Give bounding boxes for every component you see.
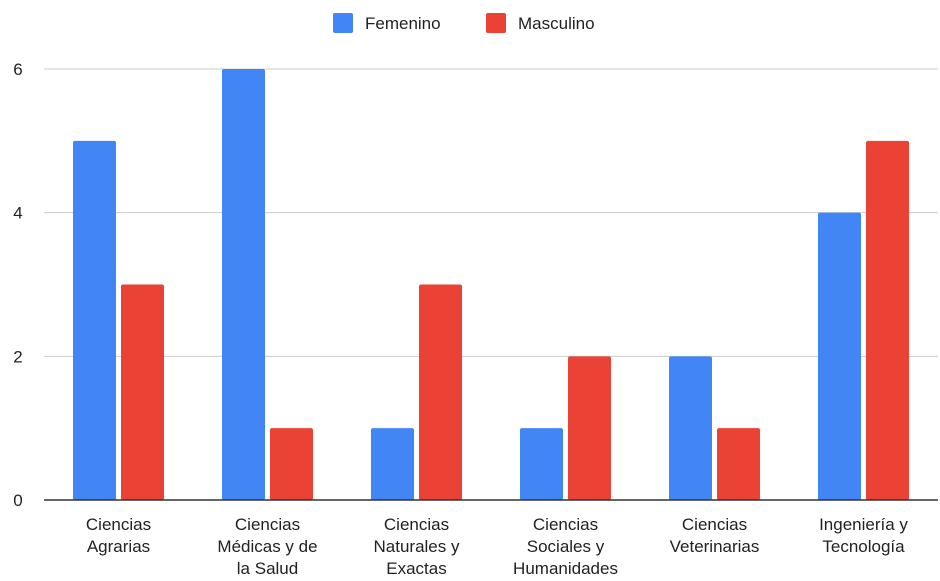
x-tick-label-line: Agrarias — [87, 537, 150, 556]
axes: 0 2 4 6 Ciencias Agrarias Ciencias Médicas y de… — [13, 60, 938, 578]
x-tick-label-line: Médicas y de — [217, 537, 317, 556]
x-tick-label-line: Exactas — [386, 559, 446, 578]
x-tick-label-line: Ciencias — [533, 515, 598, 534]
bar-masculino-4 — [717, 428, 760, 500]
bars — [73, 69, 909, 501]
bar-masculino-2 — [419, 284, 462, 500]
bar-masculino-0 — [121, 284, 164, 500]
x-tick-label-line: Ciencias — [682, 515, 747, 534]
bar-masculino-5 — [866, 140, 909, 501]
bar-femenino-4 — [669, 356, 712, 500]
y-tick-label: 4 — [13, 204, 22, 223]
x-tick-label: Ingeniería y Tecnología — [819, 515, 908, 556]
x-tick-label-line: la Salud — [237, 559, 298, 578]
legend: Femenino Masculino — [333, 13, 595, 33]
bar-femenino-0 — [73, 140, 116, 501]
x-tick-label-line: Ciencias — [235, 515, 300, 534]
gridlines — [44, 68, 938, 357]
x-tick-label: Ciencias Veterinarias — [670, 515, 760, 556]
x-tick-label-line: Ingeniería y — [819, 515, 908, 534]
x-tick-label-line: Ciencias — [384, 515, 449, 534]
bar-femenino-3 — [520, 428, 563, 500]
y-tick-label: 2 — [13, 347, 22, 366]
legend-label-masculino: Masculino — [518, 14, 595, 33]
y-tick-label: 6 — [13, 60, 22, 79]
x-tick-label-line: Sociales y — [527, 537, 605, 556]
x-tick-label: Ciencias Naturales y Exactas — [374, 515, 460, 578]
legend-swatch-masculino — [486, 13, 506, 33]
x-tick-label-line: Veterinarias — [670, 537, 760, 556]
bar-femenino-5 — [818, 212, 861, 500]
bar-femenino-1 — [222, 69, 265, 500]
x-tick-label-line: Ciencias — [86, 515, 151, 534]
x-tick-label-line: Humanidades — [513, 559, 618, 578]
x-tick-label: Ciencias Sociales y Humanidades — [513, 515, 618, 578]
x-tick-label: Ciencias Médicas y de la Salud — [217, 515, 317, 578]
y-tick-label: 0 — [13, 491, 22, 510]
x-tick-label-line: Naturales y — [374, 537, 460, 556]
x-tick-label: Ciencias Agrarias — [86, 515, 151, 556]
legend-swatch-femenino — [333, 13, 353, 33]
x-tick-label-line: Tecnología — [822, 537, 905, 556]
bar-masculino-1 — [270, 428, 313, 500]
legend-label-femenino: Femenino — [365, 14, 441, 33]
bar-masculino-3 — [568, 356, 611, 500]
bar-femenino-2 — [371, 428, 414, 500]
